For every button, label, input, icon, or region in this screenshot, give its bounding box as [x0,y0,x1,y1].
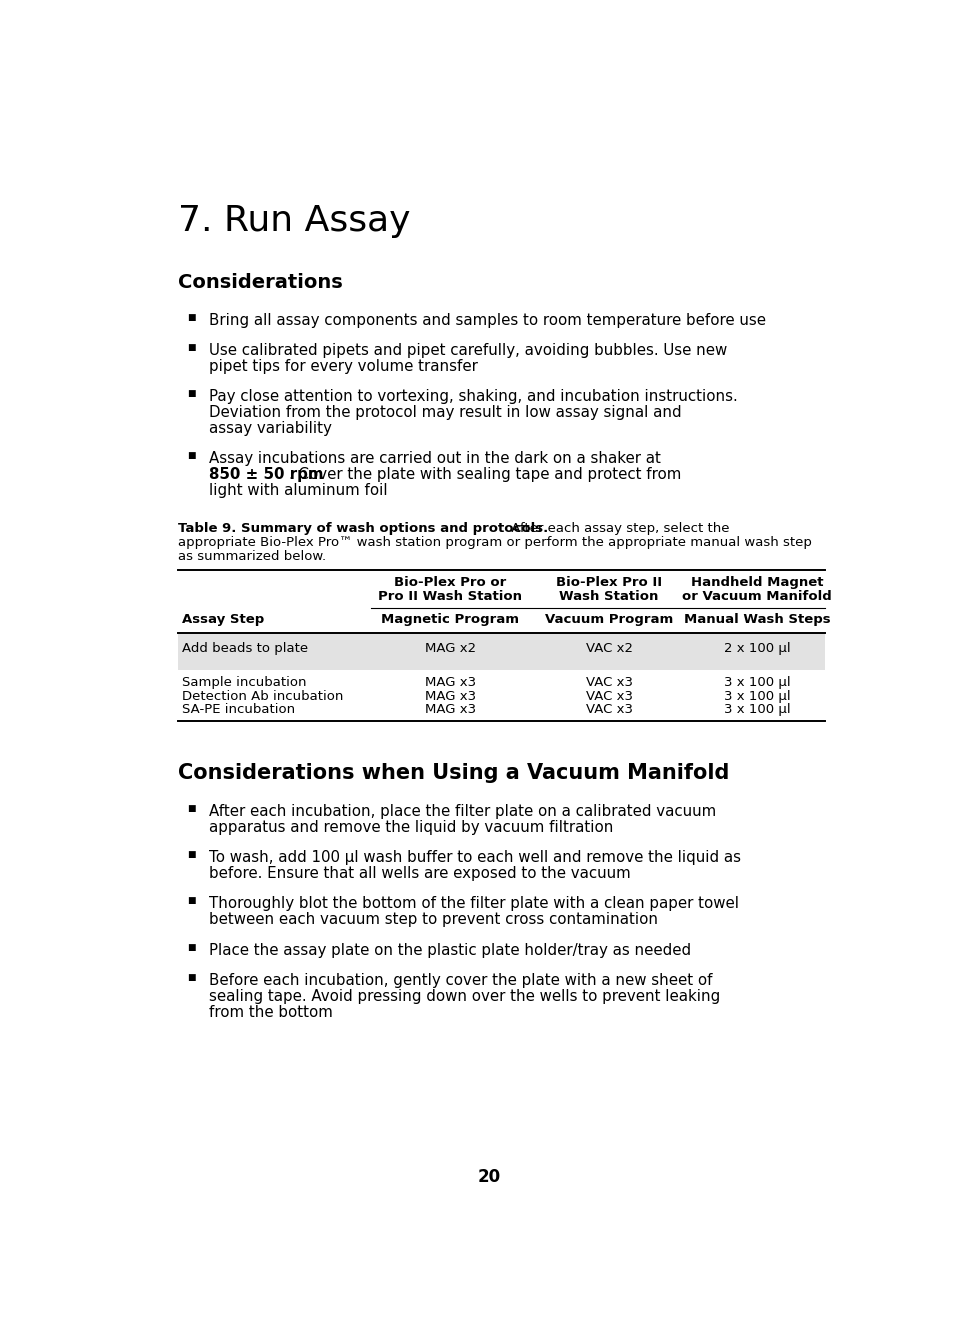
Text: Handheld Magnet: Handheld Magnet [690,576,822,589]
Text: After each incubation, place the filter plate on a calibrated vacuum: After each incubation, place the filter … [210,804,716,819]
Text: ■: ■ [187,943,195,951]
Text: Bio-Plex Pro II: Bio-Plex Pro II [556,576,661,589]
Text: MAG x3: MAG x3 [424,704,476,716]
Text: Thoroughly blot the bottom of the filter plate with a clean paper towel: Thoroughly blot the bottom of the filter… [210,896,739,911]
Text: Considerations when Using a Vacuum Manifold: Considerations when Using a Vacuum Manif… [178,763,729,783]
Text: 3 x 100 µl: 3 x 100 µl [723,689,789,703]
Text: Pro II Wash Station: Pro II Wash Station [377,589,521,603]
Text: Bio-Plex Pro or: Bio-Plex Pro or [394,576,506,589]
Text: 3 x 100 µl: 3 x 100 µl [723,704,789,716]
Text: Bring all assay components and samples to room temperature before use: Bring all assay components and samples t… [210,313,765,327]
Text: pipet tips for every volume transfer: pipet tips for every volume transfer [210,359,477,374]
Text: MAG x3: MAG x3 [424,676,476,689]
Text: Sample incubation: Sample incubation [182,676,306,689]
Text: ■: ■ [187,313,195,322]
Text: ■: ■ [187,896,195,906]
Text: Considerations: Considerations [178,274,343,293]
Text: 3 x 100 µl: 3 x 100 µl [723,676,789,689]
Text: Assay incubations are carried out in the dark on a shaker at: Assay incubations are carried out in the… [210,452,660,466]
Text: light with aluminum foil: light with aluminum foil [210,484,388,498]
Text: Table 9. Summary of wash options and protocols.: Table 9. Summary of wash options and pro… [178,522,548,534]
Text: ■: ■ [187,850,195,859]
Text: appropriate Bio-Plex Pro™ wash station program or perform the appropriate manual: appropriate Bio-Plex Pro™ wash station p… [178,536,811,549]
Text: ■: ■ [187,804,195,812]
Text: Assay Step: Assay Step [182,613,264,627]
Text: assay variability: assay variability [210,421,332,436]
Text: Pay close attention to vortexing, shaking, and incubation instructions.: Pay close attention to vortexing, shakin… [210,389,738,405]
Text: MAG x3: MAG x3 [424,689,476,703]
Text: Vacuum Program: Vacuum Program [544,613,673,627]
Text: ■: ■ [187,343,195,351]
Text: Place the assay plate on the plastic plate holder/tray as needed: Place the assay plate on the plastic pla… [210,943,691,958]
Text: Wash Station: Wash Station [558,589,659,603]
Text: SA-PE incubation: SA-PE incubation [182,704,294,716]
Text: 850 ± 50 rpm: 850 ± 50 rpm [210,468,324,482]
Text: Add beads to plate: Add beads to plate [182,643,308,655]
Text: 7. Run Assay: 7. Run Assay [178,203,411,238]
Text: VAC x2: VAC x2 [585,643,632,655]
Text: or Vacuum Manifold: or Vacuum Manifold [681,589,831,603]
Text: MAG x2: MAG x2 [424,643,476,655]
Text: as summarized below.: as summarized below. [178,549,326,562]
Text: before. Ensure that all wells are exposed to the vacuum: before. Ensure that all wells are expose… [210,866,631,880]
Text: To wash, add 100 µl wash buffer to each well and remove the liquid as: To wash, add 100 µl wash buffer to each … [210,850,740,866]
Text: . Cover the plate with sealing tape and protect from: . Cover the plate with sealing tape and … [289,468,681,482]
Text: from the bottom: from the bottom [210,1005,333,1019]
Text: 20: 20 [476,1169,500,1186]
Text: between each vacuum step to prevent cross contamination: between each vacuum step to prevent cros… [210,912,658,927]
Text: After each assay step, select the: After each assay step, select the [507,522,729,534]
Text: Use calibrated pipets and pipet carefully, avoiding bubbles. Use new: Use calibrated pipets and pipet carefull… [210,343,727,358]
Text: Magnetic Program: Magnetic Program [380,613,518,627]
Text: Deviation from the protocol may result in low assay signal and: Deviation from the protocol may result i… [210,405,681,420]
Text: ■: ■ [187,389,195,398]
Text: Detection Ab incubation: Detection Ab incubation [182,689,343,703]
Text: VAC x3: VAC x3 [585,676,632,689]
Text: Before each incubation, gently cover the plate with a new sheet of: Before each incubation, gently cover the… [210,973,712,989]
Text: ■: ■ [187,452,195,461]
Text: VAC x3: VAC x3 [585,704,632,716]
Text: ■: ■ [187,973,195,982]
Text: Manual Wash Steps: Manual Wash Steps [683,613,829,627]
Text: apparatus and remove the liquid by vacuum filtration: apparatus and remove the liquid by vacuu… [210,820,613,835]
Text: sealing tape. Avoid pressing down over the wells to prevent leaking: sealing tape. Avoid pressing down over t… [210,989,720,1003]
Bar [178,633,824,669]
Text: VAC x3: VAC x3 [585,689,632,703]
Text: 2 x 100 µl: 2 x 100 µl [723,643,789,655]
